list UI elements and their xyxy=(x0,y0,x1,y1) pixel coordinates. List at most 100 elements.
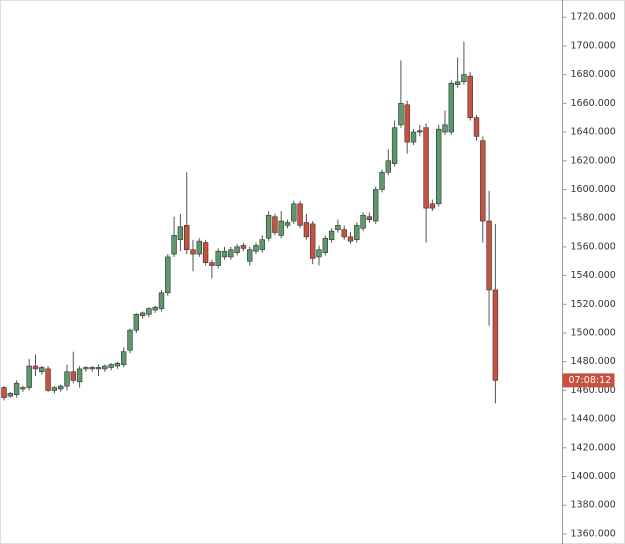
candle-body xyxy=(152,306,158,311)
candle-body xyxy=(234,246,240,253)
candle-body xyxy=(83,367,89,370)
candle-body xyxy=(486,220,492,291)
candle-body xyxy=(303,222,310,238)
candle-body xyxy=(291,203,297,222)
candle-body xyxy=(423,127,429,209)
candle-body xyxy=(259,239,265,251)
candle-body xyxy=(480,140,486,222)
y-tick-label: 1420.000 xyxy=(571,442,616,453)
candle-body xyxy=(202,242,209,263)
candle-body xyxy=(76,368,83,383)
candle-body xyxy=(45,368,51,391)
y-tick-label: 1480.000 xyxy=(571,356,616,367)
y-tick-label: 1600.000 xyxy=(571,184,616,195)
candle-body xyxy=(398,103,404,126)
candle-body xyxy=(32,365,39,370)
y-tick-label: 1640.000 xyxy=(571,127,616,138)
candle-body xyxy=(322,237,328,253)
candle-body xyxy=(7,392,14,397)
candle-body xyxy=(417,130,423,133)
candle-body xyxy=(461,74,467,83)
y-tick-label: 1560.000 xyxy=(571,241,616,252)
y-tick-label: 1720.000 xyxy=(571,12,616,23)
candle-body xyxy=(366,216,373,220)
y-tick-label: 1660.000 xyxy=(571,98,616,109)
y-tick-label: 1680.000 xyxy=(571,69,616,80)
candle-body xyxy=(297,203,303,226)
y-tick-label: 1620.000 xyxy=(571,155,616,166)
candle-body xyxy=(215,250,221,266)
candle-body xyxy=(57,385,64,390)
y-tick-label: 1460.000 xyxy=(571,385,616,396)
candle-body xyxy=(51,387,58,391)
y-tick-label: 1400.000 xyxy=(571,471,616,482)
candle-body xyxy=(95,367,102,370)
candle-body xyxy=(372,189,379,222)
candle-body xyxy=(108,364,114,368)
candle-body xyxy=(196,240,202,255)
candle-body xyxy=(165,256,171,294)
candle-body xyxy=(442,124,448,133)
countdown-box xyxy=(562,373,615,388)
candle-body xyxy=(253,245,259,252)
y-tick-label: 1360.000 xyxy=(571,528,616,539)
candle-body xyxy=(354,225,360,241)
candle-body xyxy=(435,128,442,205)
y-tick-label: 1500.000 xyxy=(571,328,616,339)
candle-body xyxy=(70,371,77,381)
candle-body xyxy=(328,230,335,241)
candle-body xyxy=(272,216,278,233)
candle-body xyxy=(177,226,184,241)
candle-body xyxy=(39,367,45,373)
candle-body xyxy=(20,387,26,390)
candle-body xyxy=(190,249,196,255)
candle-body xyxy=(247,249,253,262)
candle-body xyxy=(448,82,454,133)
candle-body xyxy=(473,117,480,137)
y-tick-label: 1700.000 xyxy=(571,40,616,51)
y-tick-label: 1380.000 xyxy=(571,500,616,511)
candle-body xyxy=(385,160,391,173)
y-tick-label: 1440.000 xyxy=(571,414,616,425)
candle-body xyxy=(316,249,322,258)
candle-body xyxy=(146,308,152,315)
candle-body xyxy=(102,365,108,370)
candle-body xyxy=(240,245,247,249)
candle-body xyxy=(121,351,127,365)
candle-body xyxy=(347,236,354,242)
candle-body xyxy=(1,387,7,398)
candle-body xyxy=(278,220,284,236)
candle-body xyxy=(209,262,215,266)
candle-body xyxy=(265,215,272,239)
candle-body xyxy=(114,362,121,367)
candle-body xyxy=(158,292,165,309)
candle-body xyxy=(89,367,95,370)
candle-body xyxy=(184,225,190,251)
candle-body xyxy=(221,250,228,258)
candle-body xyxy=(13,382,20,396)
candle-body xyxy=(341,229,347,238)
candle-body xyxy=(127,329,133,351)
candle-body xyxy=(404,104,410,143)
candle-body xyxy=(410,131,417,143)
candle-body xyxy=(64,371,70,387)
candle-body xyxy=(139,312,146,317)
countdown-label: 07:08:12 xyxy=(569,375,612,386)
candle-body xyxy=(284,222,291,226)
candle-body xyxy=(133,314,139,331)
candle-body xyxy=(492,289,499,381)
candle-body xyxy=(454,81,461,85)
candle-body xyxy=(429,203,436,209)
y-tick-label: 1520.000 xyxy=(571,299,616,310)
candle-body xyxy=(228,249,234,258)
candle-body xyxy=(360,215,366,229)
y-tick-label: 1540.000 xyxy=(571,270,616,281)
candle-body xyxy=(335,225,341,230)
candle-body xyxy=(309,223,316,259)
candle-body xyxy=(391,127,398,164)
candle-body xyxy=(379,171,385,190)
y-tick-label: 1580.000 xyxy=(571,213,616,224)
candle-body xyxy=(26,365,32,388)
